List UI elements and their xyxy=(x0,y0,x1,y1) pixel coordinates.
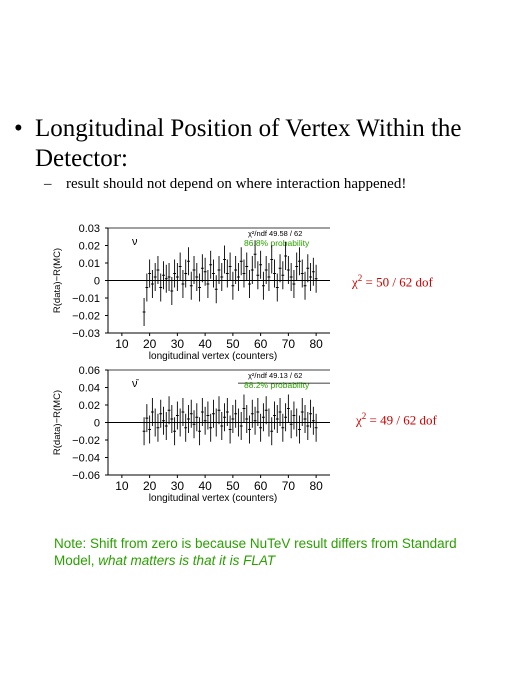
y-tick-label: −0.06 xyxy=(72,470,100,482)
x-tick-label: 20 xyxy=(143,479,157,493)
y-tick-label: −0.01 xyxy=(72,293,100,305)
y-tick-label: −0.04 xyxy=(72,453,100,465)
y-tick-label: 0 xyxy=(94,418,100,430)
note-text: Note: Shift from zero is because NuTeV r… xyxy=(54,536,457,568)
x-tick-label: 30 xyxy=(171,337,185,351)
y-axis-label: R(data)−R(MC) xyxy=(52,248,63,313)
panel-symbol: ν xyxy=(132,236,138,248)
x-tick-label: 30 xyxy=(171,479,185,493)
chi-value: = 49 / 62 dof xyxy=(366,412,437,428)
x-tick-label: 80 xyxy=(309,337,323,351)
chi-symbol: χ xyxy=(352,274,358,290)
bullet-symbol: • xyxy=(14,115,23,142)
bullet-text: Longitudinal Position of Vertex Within t… xyxy=(35,115,462,172)
x-tick-label: 50 xyxy=(226,337,240,351)
x-tick-label: 80 xyxy=(309,479,323,493)
y-tick-label: 0.03 xyxy=(79,223,100,235)
y-tick-label: 0.02 xyxy=(79,241,100,253)
sub-bullet-dash: – xyxy=(44,176,52,192)
x-tick-label: 10 xyxy=(115,479,129,493)
note-emphasis: what matters is that it is FLAT xyxy=(98,553,276,568)
x-tick-label: 70 xyxy=(282,337,296,351)
note: Note: Shift from zero is because NuTeV r… xyxy=(54,535,474,569)
chi-symbol: χ xyxy=(356,412,362,428)
y-tick-label: −0.03 xyxy=(72,328,100,340)
chi2-label-bottom: χ2 = 49 / 62 dof xyxy=(356,411,437,428)
x-tick-label: 10 xyxy=(115,337,129,351)
y-tick-label: 0.02 xyxy=(79,400,100,412)
chi-value: = 50 / 62 dof xyxy=(362,274,433,290)
x-tick-label: 60 xyxy=(254,337,268,351)
fit-label: χ²/ndf 49.58 / 62 xyxy=(248,229,302,238)
x-tick-label: 20 xyxy=(143,337,157,351)
fit-label: χ²/ndf 49.13 / 62 xyxy=(248,371,302,380)
x-tick-label: 40 xyxy=(198,337,212,351)
y-tick-label: −0.02 xyxy=(72,435,100,447)
y-tick-label: −0.02 xyxy=(72,311,100,323)
sub-bullet-text: result should not depend on where intera… xyxy=(66,176,407,192)
y-tick-label: 0.04 xyxy=(79,383,100,395)
chi-exponent: 2 xyxy=(361,411,367,421)
x-tick-label: 60 xyxy=(254,479,268,493)
y-tick-label: 0.06 xyxy=(79,365,100,377)
x-tick-label: 50 xyxy=(226,479,240,493)
x-tick-label: 40 xyxy=(198,479,212,493)
chi2-label-top: χ2 = 50 / 62 dof xyxy=(352,273,433,290)
y-tick-label: 0.01 xyxy=(79,258,100,270)
x-axis-label: longitudinal vertex (counters) xyxy=(149,493,277,504)
probability-label: 88.2% probability xyxy=(244,380,310,390)
x-axis-label: longitudinal vertex (counters) xyxy=(149,351,277,362)
chi-exponent: 2 xyxy=(357,273,363,283)
x-tick-label: 70 xyxy=(282,479,296,493)
panel-symbol: ν̄ xyxy=(132,378,140,390)
y-tick-label: 0 xyxy=(94,276,100,288)
probability-label: 86.8% probability xyxy=(244,238,310,248)
y-axis-label: R(data)−R(MC) xyxy=(52,390,63,455)
